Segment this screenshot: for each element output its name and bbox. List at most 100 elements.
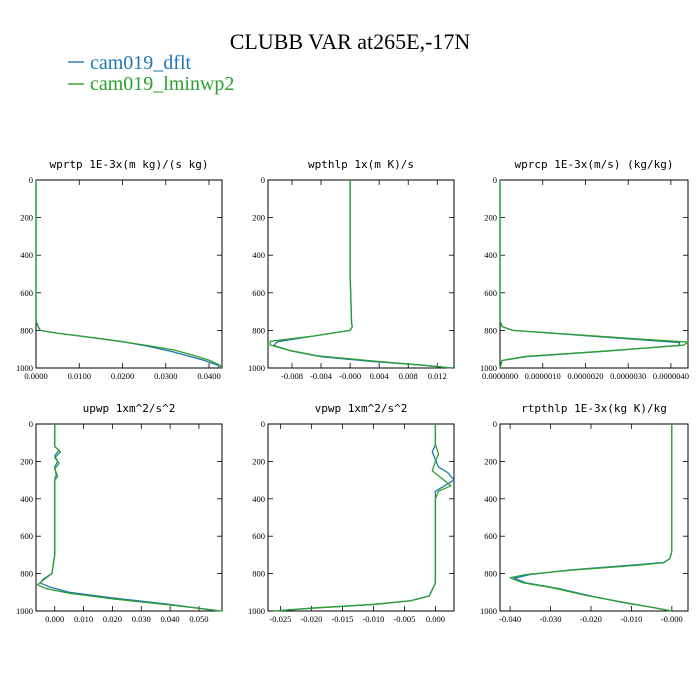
y-tick-label: 1000	[16, 606, 33, 616]
plot-frame	[35, 179, 223, 369]
y-tick-label: 200	[252, 213, 265, 223]
x-tick-label: 0.000	[45, 614, 64, 624]
panels: wprtp 1E-3x(m kg)/(s kg) 0 200 400 600 800 100…	[16, 158, 689, 624]
x-tick-label: -0.010	[362, 614, 384, 624]
y-tick-label: 800	[484, 569, 497, 579]
x-tick-label: -0.008	[281, 371, 303, 381]
y-tick-label: 1000	[248, 363, 265, 373]
x-tick-label: -0.005	[393, 614, 415, 624]
y-tick-label: 400	[484, 494, 497, 504]
y-tick-label: 800	[20, 569, 33, 579]
y-tick-label: 200	[252, 456, 265, 466]
x-tick-label: 0.030	[132, 614, 151, 624]
x-tick-label: 0.000	[426, 614, 445, 624]
x-tick-label: 0.0000010	[525, 371, 561, 381]
panel-4: upwp 1xm^2/s^2 0 200 400 600 800 1000 0.000 0.01…	[16, 402, 223, 624]
series-line-2	[269, 180, 452, 369]
x-tick-label: 0.0300	[154, 371, 177, 381]
y-tick-label: 0	[29, 175, 33, 185]
plot-frame	[499, 423, 689, 612]
x-tick-label: 0.040	[161, 614, 180, 624]
x-tick-label: 0.0000040	[653, 371, 689, 381]
plot-frame	[35, 423, 223, 612]
x-tick-label: -0.004	[310, 371, 333, 381]
panel-title: upwp 1xm^2/s^2	[83, 402, 176, 415]
y-tick-label: 0	[493, 175, 497, 185]
x-tick-label: 0.0000	[24, 371, 47, 381]
plot-frame	[267, 423, 455, 612]
x-tick-label: -0.015	[331, 614, 353, 624]
x-tick-label: 0.012	[428, 371, 447, 381]
panel-6: rtpthlp 1E-3x(kg K)/kg02004006008001000-…	[480, 402, 689, 624]
legend: cam019_dflt cam019_lminwp2	[68, 52, 234, 95]
panel-title: wpthlp 1x(m K)/s	[308, 158, 414, 171]
y-tick-label: 0	[261, 419, 265, 429]
x-tick-label: 0.0000000	[482, 371, 518, 381]
x-tick-label: 0.020	[103, 614, 122, 624]
y-tick-label: 200	[484, 456, 497, 466]
x-tick-label: -0.040	[499, 614, 521, 624]
panel-3: wprcp 1E-3x(m/s) (kg/kg) 0 200 400 600 800 100…	[480, 158, 689, 381]
panel-title: rtpthlp 1E-3x(kg K)/kg	[521, 402, 667, 415]
y-tick-label: 0	[29, 419, 33, 429]
x-tick-label: 0.0000030	[610, 371, 646, 381]
y-tick-label: 800	[484, 325, 497, 335]
x-tick-label: -0.025	[269, 614, 291, 624]
series-line-2	[499, 180, 689, 369]
series-line-1	[39, 424, 220, 612]
x-tick-label: 0.004	[370, 371, 390, 381]
y-tick-label: 1000	[480, 606, 497, 616]
y-tick-label: 600	[20, 288, 33, 298]
y-tick-label: 0	[261, 175, 265, 185]
figure-title: CLUBB VAR at265E,-17N	[230, 29, 471, 54]
y-tick-label: 400	[20, 250, 33, 260]
panel-title: wprcp 1E-3x(m/s) (kg/kg)	[515, 158, 674, 171]
x-tick-label: -0.020	[580, 614, 602, 624]
y-tick-label: 400	[484, 250, 497, 260]
y-tick-label: 800	[20, 325, 33, 335]
x-tick-label: -0.010	[620, 614, 642, 624]
x-tick-label: -0.000	[661, 614, 683, 624]
y-tick-label: 800	[252, 325, 265, 335]
y-tick-label: 0	[493, 419, 497, 429]
y-tick-label: 600	[20, 531, 33, 541]
y-tick-label: 600	[252, 288, 265, 298]
panel-5: vpwp 1xm^2/s^2 0 200 400 600 800 1000 -0.025 -0.…	[248, 402, 455, 624]
y-tick-label: 800	[252, 569, 265, 579]
y-tick-label: 1000	[248, 606, 265, 616]
y-tick-label: 600	[252, 531, 265, 541]
y-tick-label: 200	[20, 213, 33, 223]
series-line-2	[36, 424, 223, 612]
series-line-2	[509, 424, 673, 612]
series-line-1	[513, 424, 673, 612]
panel-title: vpwp 1xm^2/s^2	[315, 402, 408, 415]
series-line-1	[35, 180, 221, 369]
x-tick-label: 0.0100	[68, 371, 91, 381]
y-tick-label: 1000	[480, 363, 497, 373]
x-tick-label: -0.020	[300, 614, 322, 624]
plot-frame	[267, 179, 455, 369]
y-tick-label: 200	[484, 213, 497, 223]
series-line-1	[273, 180, 452, 369]
series-line-2	[35, 180, 223, 369]
x-tick-label: 0.008	[399, 371, 418, 381]
y-tick-label: 400	[252, 494, 265, 504]
x-tick-label: -0.000	[339, 371, 361, 381]
y-tick-label: 600	[484, 288, 497, 298]
y-tick-label: 1000	[16, 363, 33, 373]
series-line-2	[274, 424, 452, 612]
panel-title: wprtp 1E-3x(m kg)/(s kg)	[50, 158, 209, 171]
legend-label-lminwp2: cam019_lminwp2	[90, 73, 234, 95]
panel-1: wprtp 1E-3x(m kg)/(s kg) 0 200 400 600 800 100…	[16, 158, 223, 381]
x-tick-label: 0.0000020	[567, 371, 603, 381]
panel-2: wpthlp 1x(m K)/s02004006008001000-0.008-…	[248, 158, 455, 381]
y-tick-label: 200	[20, 456, 33, 466]
legend-label-dflt: cam019_dflt	[90, 52, 192, 74]
x-tick-label: 0.050	[189, 614, 208, 624]
y-tick-label: 400	[252, 250, 265, 260]
x-tick-label: -0.030	[540, 614, 562, 624]
y-tick-label: 600	[484, 531, 497, 541]
x-tick-label: 0.0400	[197, 371, 220, 381]
x-tick-label: 0.010	[74, 614, 93, 624]
